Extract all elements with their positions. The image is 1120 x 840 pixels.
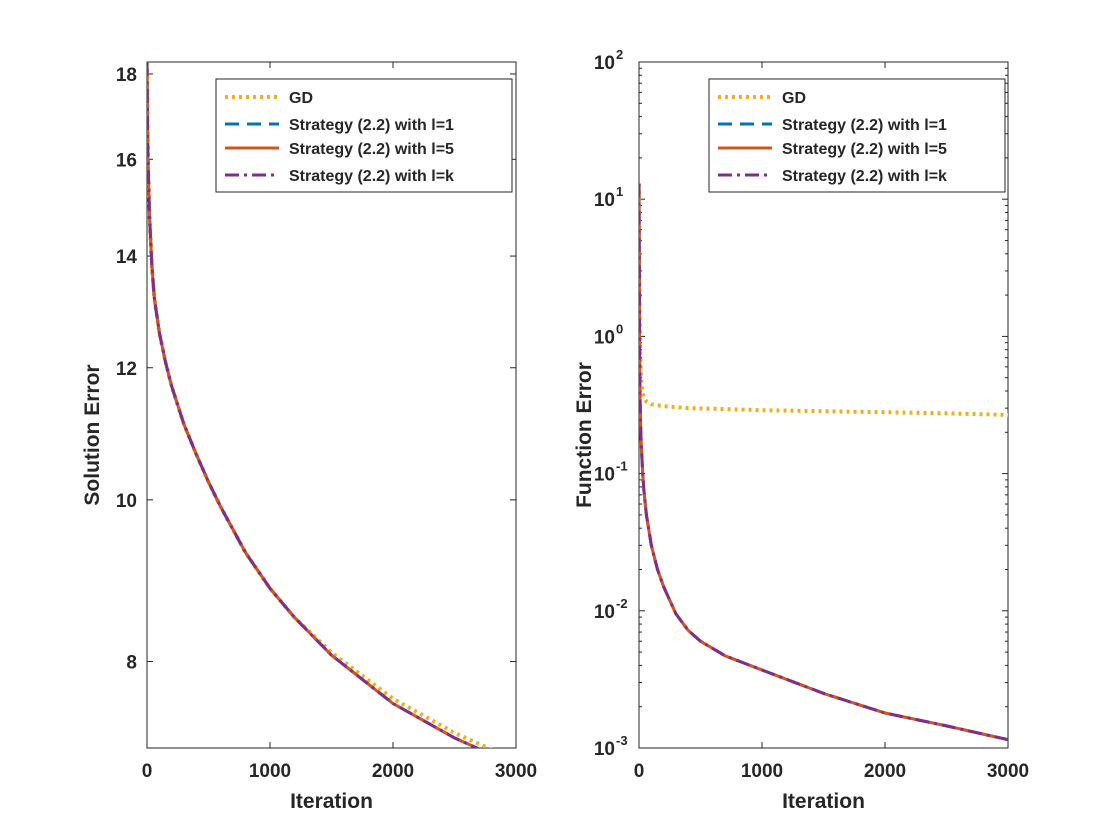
legend-label-3: Strategy (2.2) with l=5 xyxy=(289,141,454,158)
y-tick-exponent: 1 xyxy=(616,184,623,199)
y-tick-label: 10 xyxy=(594,739,615,760)
y-tick-exponent: -1 xyxy=(616,459,628,474)
legend-label-3: Strategy (2.2) with l=5 xyxy=(782,141,947,158)
x-tick-label: 3000 xyxy=(987,761,1029,782)
legend-label-4: Strategy (2.2) with l=k xyxy=(289,168,454,185)
legend-label-1: GD xyxy=(289,90,313,107)
x-tick-label: 1000 xyxy=(249,761,291,782)
y-tick-label: 10 xyxy=(116,491,137,512)
x-tick-label: 1000 xyxy=(741,761,783,782)
legend-box xyxy=(708,78,1006,193)
y-tick-label: 8 xyxy=(126,653,137,674)
y-tick-exponent: -2 xyxy=(616,596,628,611)
series-line-4 xyxy=(639,183,1008,742)
y-tick-label: 18 xyxy=(116,65,137,86)
legend-label-2: Strategy (2.2) with l=1 xyxy=(782,117,947,134)
x-tick-label: 2000 xyxy=(372,761,414,782)
y-tick-label: 10 xyxy=(594,602,615,623)
y-tick-base: 10 xyxy=(594,739,615,760)
y-tick-exponent: -3 xyxy=(616,733,628,748)
x-tick-label: 0 xyxy=(634,761,645,782)
y-tick-base: 10 xyxy=(594,465,615,486)
x-tick-label: 2000 xyxy=(864,761,906,782)
x-tick-label: 0 xyxy=(142,761,153,782)
legend-label-4: Strategy (2.2) with l=k xyxy=(782,168,947,185)
legend: GD Strategy (2.2) with l=1 Strategy (2.2) … xyxy=(708,78,1006,193)
y-tick-exponent: 2 xyxy=(616,47,623,62)
y-tick-label: 16 xyxy=(116,150,137,171)
y-tick-label: 10 xyxy=(594,327,615,348)
y-axis-label: Function Error xyxy=(573,362,596,508)
y-tick-label: 10 xyxy=(594,190,615,211)
legend-label-1: GD xyxy=(782,90,806,107)
legend: GD Strategy (2.2) with l=1 Strategy (2.2) … xyxy=(215,78,513,193)
y-tick-label: 12 xyxy=(116,359,137,380)
y-tick-label: 14 xyxy=(116,247,138,268)
x-tick-label: 3000 xyxy=(495,761,537,782)
series-line-4 xyxy=(147,62,481,748)
y-tick-base: 10 xyxy=(594,190,615,211)
y-tick-base: 10 xyxy=(594,327,615,348)
y-tick-base: 10 xyxy=(594,53,615,74)
series-line-1 xyxy=(639,183,1008,417)
legend-label-2: Strategy (2.2) with l=1 xyxy=(289,117,454,134)
y-axis-label: Solution Error xyxy=(81,364,104,505)
y-tick-label: 10 xyxy=(594,53,615,74)
y-tick-exponent: 0 xyxy=(616,321,623,336)
legend-box xyxy=(215,78,513,193)
x-axis-label: Iteration xyxy=(290,790,373,813)
y-tick-base: 10 xyxy=(594,602,615,623)
x-axis-label: Iteration xyxy=(782,790,865,813)
panel-1: 0 1000 2000 3000 8 10 12 14 16 18 Iteration Solutio… xyxy=(81,61,537,813)
y-tick-label: 10 xyxy=(594,465,615,486)
